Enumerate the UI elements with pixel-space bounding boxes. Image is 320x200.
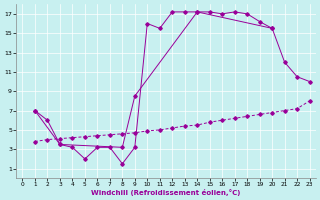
X-axis label: Windchill (Refroidissement éolien,°C): Windchill (Refroidissement éolien,°C) (91, 189, 241, 196)
